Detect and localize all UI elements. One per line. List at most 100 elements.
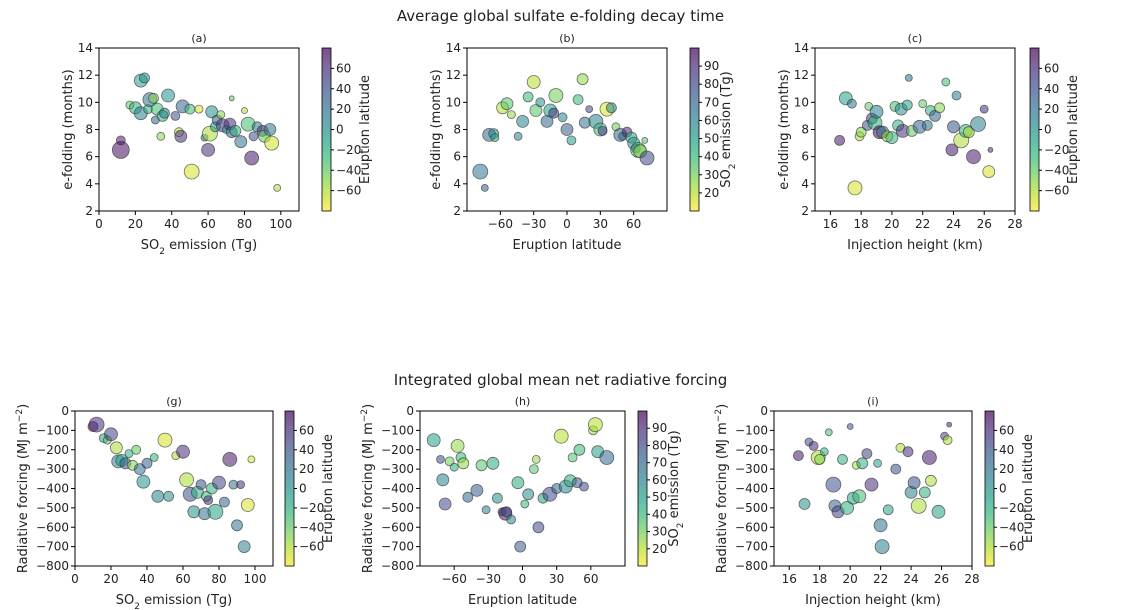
x-tick-label: 20 bbox=[128, 217, 143, 231]
y-tick-label: −600 bbox=[735, 520, 768, 534]
x-axis-label: Injection height (km) bbox=[805, 593, 941, 608]
data-point bbox=[522, 488, 535, 501]
data-point bbox=[247, 455, 256, 464]
data-point bbox=[194, 104, 204, 114]
data-point bbox=[457, 457, 470, 470]
data-point bbox=[163, 490, 175, 502]
panel-a: 0 20 40 60 80 100 2 4 6 8 10 12 14 (a) SO2 emission (T… bbox=[61, 32, 373, 257]
colorbar-tick-label: −60 bbox=[299, 540, 324, 554]
colorbar bbox=[689, 47, 700, 212]
colorbar bbox=[321, 47, 332, 212]
colorbar bbox=[1029, 47, 1040, 212]
data-point bbox=[808, 440, 819, 451]
panel-title: (g) bbox=[166, 395, 182, 408]
x-tick-label: 24 bbox=[903, 572, 918, 586]
colorbar-label: SO2 emission (Tg) bbox=[667, 430, 686, 546]
colorbar-tick-label: 30 bbox=[704, 168, 719, 182]
colorbar-tick-label: −60 bbox=[1044, 184, 1069, 198]
x-tick-label: −30 bbox=[476, 572, 501, 586]
data-point bbox=[88, 416, 105, 433]
y-tick-label: −200 bbox=[381, 443, 414, 457]
panel-title: (i) bbox=[867, 395, 879, 408]
y-tick-label: 6 bbox=[85, 150, 93, 164]
panel-g: 0 20 40 60 80 1000−100−200−300−400−500−600−70… bbox=[15, 395, 336, 610]
x-axis-label: Injection height (km) bbox=[847, 238, 983, 253]
data-point bbox=[264, 135, 280, 151]
data-point bbox=[951, 90, 962, 101]
data-point bbox=[966, 149, 981, 165]
y-tick-label: 4 bbox=[453, 177, 461, 191]
colorbar-tick-label: 90 bbox=[704, 59, 719, 73]
x-tick-label: 20 bbox=[884, 217, 899, 231]
data-point bbox=[925, 474, 937, 487]
colorbar-tick-label: 30 bbox=[652, 525, 667, 539]
y-tick-label: 10 bbox=[446, 95, 461, 109]
colorbar-label: Eruption latitude bbox=[321, 434, 336, 543]
colorbar-tick-label: −60 bbox=[999, 540, 1024, 554]
data-point bbox=[159, 107, 170, 119]
data-point bbox=[111, 140, 130, 159]
data-point bbox=[231, 519, 243, 532]
colorbar-tick-label: 80 bbox=[652, 438, 667, 452]
colorbar-tick-label: 70 bbox=[652, 456, 667, 470]
y-tick-label: −600 bbox=[36, 520, 69, 534]
y-tick-label: 14 bbox=[78, 41, 93, 55]
data-point bbox=[240, 498, 255, 512]
data-point bbox=[962, 126, 975, 139]
data-point bbox=[216, 110, 226, 119]
data-point bbox=[873, 518, 888, 533]
data-point bbox=[641, 136, 649, 144]
y-tick-label: −800 bbox=[36, 559, 69, 573]
y-tick-label: −800 bbox=[381, 559, 414, 573]
data-point bbox=[491, 492, 503, 504]
y-tick-label: −400 bbox=[381, 482, 414, 496]
data-point bbox=[852, 489, 867, 504]
data-point bbox=[207, 503, 224, 520]
colorbar-tick-label: −40 bbox=[1044, 163, 1069, 177]
data-point bbox=[560, 123, 574, 136]
y-tick-label: 8 bbox=[85, 123, 93, 137]
colorbar-label: SO2 emission (Tg) bbox=[719, 71, 738, 187]
data-point bbox=[945, 143, 959, 157]
data-point bbox=[157, 432, 173, 448]
y-axis-label: e-folding (months) bbox=[777, 69, 792, 189]
y-tick-label: 12 bbox=[794, 68, 809, 82]
data-point bbox=[904, 74, 913, 82]
colorbar-label: Eruption latitude bbox=[1066, 75, 1081, 184]
y-tick-label: 0 bbox=[406, 404, 414, 418]
y-tick-label: 10 bbox=[78, 95, 93, 109]
data-point bbox=[979, 104, 989, 114]
colorbar-tick-label: 70 bbox=[704, 95, 719, 109]
data-point bbox=[529, 464, 539, 475]
y-axis-label: e-folding (months) bbox=[429, 69, 444, 189]
data-point bbox=[579, 481, 589, 492]
data-point bbox=[573, 443, 586, 456]
colorbar bbox=[637, 410, 648, 567]
data-point bbox=[882, 504, 894, 516]
data-point bbox=[901, 99, 913, 111]
panel-title: (a) bbox=[191, 32, 206, 45]
data-point bbox=[174, 129, 188, 143]
data-point bbox=[606, 102, 617, 114]
y-tick-label: −100 bbox=[735, 423, 768, 437]
colorbar-tick-label: −40 bbox=[299, 520, 324, 534]
data-point bbox=[520, 499, 530, 509]
data-point bbox=[825, 476, 842, 493]
data-point bbox=[104, 427, 118, 442]
colorbar-tick-label: 50 bbox=[704, 132, 719, 146]
x-tick-label: 60 bbox=[626, 217, 641, 231]
x-tick-label: 0 bbox=[95, 217, 103, 231]
x-tick-label: 18 bbox=[854, 217, 869, 231]
y-axis-label: Radiative forcing (MJ m−2) bbox=[360, 404, 376, 573]
data-point bbox=[436, 454, 445, 464]
colorbar-tick-label: 20 bbox=[1044, 102, 1059, 116]
data-point bbox=[861, 448, 873, 460]
colorbar-tick-label: 0 bbox=[999, 482, 1007, 496]
colorbar-tick-label: 20 bbox=[652, 542, 667, 556]
y-tick-label: 10 bbox=[794, 95, 809, 109]
data-point bbox=[840, 500, 854, 515]
y-tick-label: 8 bbox=[453, 123, 461, 137]
colorbar-tick-label: 0 bbox=[336, 123, 344, 137]
data-point bbox=[273, 183, 282, 192]
